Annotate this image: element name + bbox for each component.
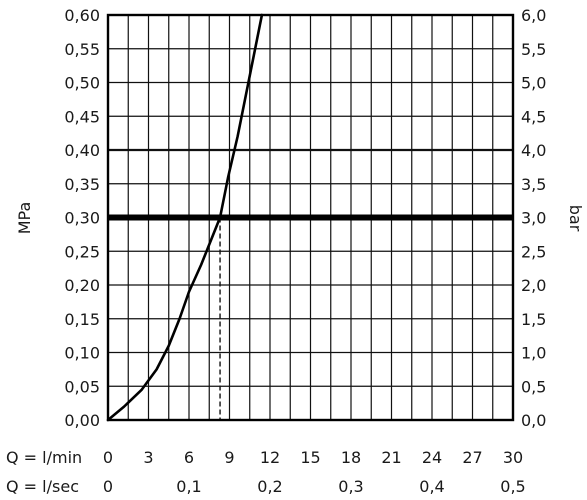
y-tick-label-right: 1,5 (521, 310, 546, 329)
y-tick-label-right: 2,5 (521, 242, 546, 261)
x-tick-label-lmin: 24 (422, 448, 442, 467)
y-tick-label-left: 0,55 (64, 40, 100, 59)
x-tick-label-lmin: 0 (103, 448, 113, 467)
x-tick-label-lmin: 3 (143, 448, 153, 467)
y-tick-label-right: 3,0 (521, 209, 546, 228)
y-tick-label-right: 0,5 (521, 377, 546, 396)
y-axis-title-left: MPa (15, 202, 34, 235)
y-tick-label-left: 0,45 (64, 107, 100, 126)
x-tick-label-lsec: 0,5 (500, 477, 525, 496)
x-tick-label-lmin: 21 (381, 448, 401, 467)
tick-labels: 0,000,050,100,150,200,250,300,350,400,45… (64, 6, 546, 496)
x-tick-label-lmin: 6 (184, 448, 194, 467)
y-tick-label-left: 0,20 (64, 276, 100, 295)
y-tick-label-right: 4,5 (521, 107, 546, 126)
x-axis-row-label-lmin: Q = l/min (6, 448, 82, 467)
y-tick-label-right: 3,5 (521, 175, 546, 194)
y-tick-label-right: 6,0 (521, 6, 546, 25)
plot-border (106, 13, 515, 422)
y-tick-label-right: 4,0 (521, 141, 546, 160)
y-tick-label-left: 0,40 (64, 141, 100, 160)
y-tick-label-left: 0,25 (64, 242, 100, 261)
y-tick-label-left: 0,50 (64, 74, 100, 93)
x-tick-label-lmin: 18 (341, 448, 361, 467)
y-tick-label-left: 0,60 (64, 6, 100, 25)
x-tick-label-lmin: 12 (260, 448, 280, 467)
y-tick-label-right: 2,0 (521, 276, 546, 295)
series-layer (106, 13, 264, 422)
y-tick-label-right: 5,0 (521, 74, 546, 93)
y-tick-label-left: 0,00 (64, 411, 100, 430)
x-tick-label-lsec: 0,4 (419, 477, 444, 496)
x-tick-label-lmin: 30 (503, 448, 523, 467)
x-tick-label-lsec: 0 (103, 477, 113, 496)
x-tick-label-lsec: 0,3 (338, 477, 363, 496)
y-tick-label-left: 0,15 (64, 310, 100, 329)
y-axis-title-right: bar (566, 205, 585, 232)
x-tick-label-lmin: 9 (224, 448, 234, 467)
y-tick-label-left: 0,30 (64, 209, 100, 228)
y-tick-label-left: 0,10 (64, 344, 100, 363)
y-tick-label-left: 0,35 (64, 175, 100, 194)
y-tick-label-right: 1,0 (521, 344, 546, 363)
y-tick-label-right: 0,0 (521, 411, 546, 430)
x-axis-row-label-lsec: Q = l/sec (6, 477, 79, 496)
x-tick-label-lsec: 0,2 (257, 477, 282, 496)
x-tick-label-lsec: 0,1 (176, 477, 201, 496)
series-line (106, 13, 264, 422)
x-tick-label-lmin: 15 (300, 448, 320, 467)
plot-frame (106, 13, 515, 422)
x-tick-label-lmin: 27 (462, 448, 482, 467)
reference-lines (108, 214, 513, 420)
y-tick-label-right: 5,5 (521, 40, 546, 59)
y-tick-label-left: 0,05 (64, 377, 100, 396)
